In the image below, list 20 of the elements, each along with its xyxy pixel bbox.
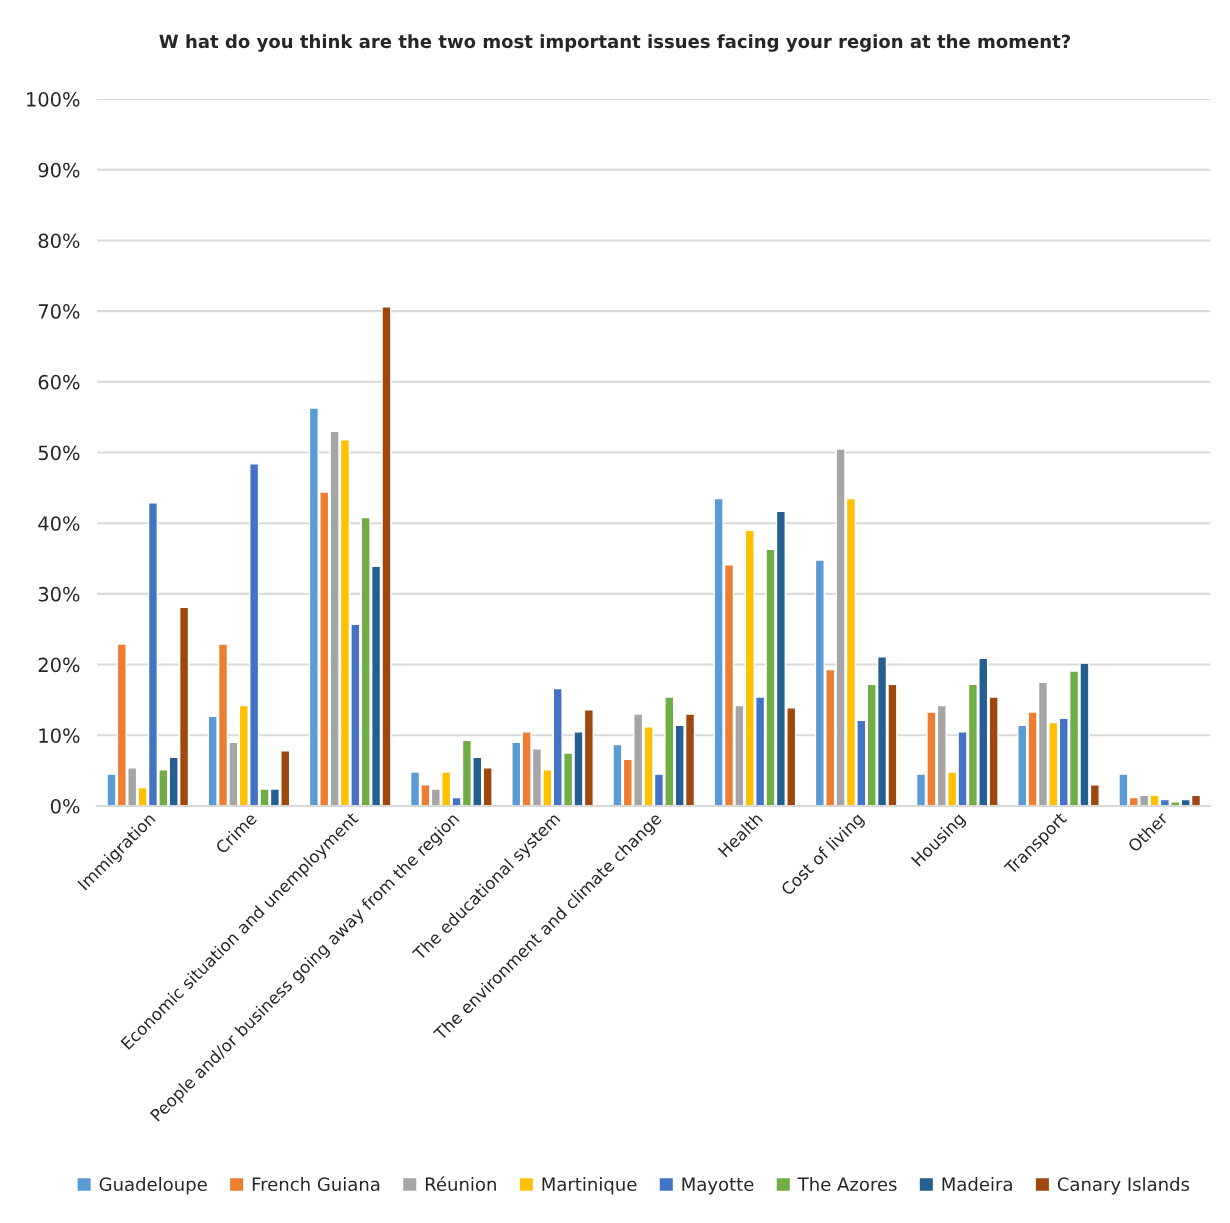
legend-label: Madeira [942, 1177, 1012, 1192]
legend-label: Martinique [542, 1177, 637, 1195]
chart-title: W hat do you think are the two most important issues facing your region at the moment? [159, 34, 1071, 52]
legend-label: Réunion [425, 1176, 496, 1192]
y-tick-label: 10% [39, 728, 80, 743]
legend-label: The Azores [797, 1177, 897, 1192]
y-tick-label: 90% [38, 162, 80, 178]
legend-label: French Guiana [252, 1177, 380, 1192]
y-tick-label: 60% [38, 374, 80, 390]
y-tick-label: 40% [38, 516, 80, 531]
y-tick-label: 20% [38, 657, 80, 673]
y-tick-label: 80% [38, 233, 80, 249]
y-tick-label: 50% [38, 445, 80, 461]
y-tick-label: 70% [38, 304, 80, 319]
legend-label: Canary Islands [1057, 1177, 1190, 1195]
y-tick-label: 0% [50, 798, 80, 814]
y-tick-label: 100% [27, 92, 80, 107]
legend-label: Mayotte [682, 1177, 754, 1195]
y-tick-label: 30% [38, 586, 80, 602]
legend-label: Guadeloupe [99, 1177, 207, 1195]
